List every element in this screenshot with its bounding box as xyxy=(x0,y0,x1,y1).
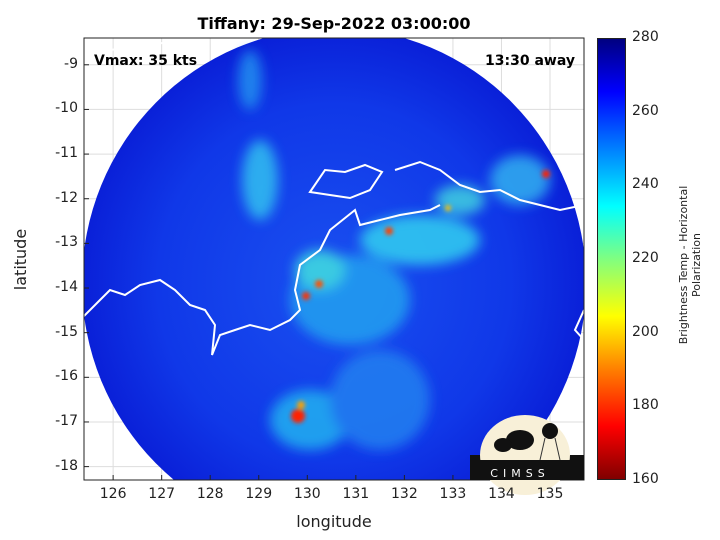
colorbar xyxy=(597,38,626,480)
y-tick-label: -14 xyxy=(55,279,78,296)
x-tick-label: 131 xyxy=(342,486,370,502)
axes-frame xyxy=(83,37,585,481)
y-tick-label: -16 xyxy=(55,368,78,385)
colorbar-tick-label: 160 xyxy=(632,471,659,487)
x-axis-label: longitude xyxy=(296,512,372,531)
x-tick-label: 129 xyxy=(245,486,273,502)
y-tick-label: -18 xyxy=(55,457,78,474)
x-tick-label: 135 xyxy=(536,486,564,502)
plot-title: Tiffany: 29-Sep-2022 03:00:00 xyxy=(197,14,471,33)
colorbar-label: Brightness Temp - Horizontal Polarizatio… xyxy=(677,185,703,345)
x-tick-label: 134 xyxy=(488,486,515,502)
colorbar-tick-label: 260 xyxy=(632,102,659,119)
colorbar-tick-label: 280 xyxy=(632,29,659,45)
colorbar-tick-label: 220 xyxy=(632,250,659,266)
colorbar-tick-label: 200 xyxy=(632,323,659,340)
vmax-label: Vmax: 35 kts xyxy=(94,53,198,69)
colorbar-tick-label: 240 xyxy=(632,176,659,193)
y-tick-label: -12 xyxy=(55,189,78,206)
y-tick-label: -15 xyxy=(55,323,78,340)
x-tick-label: 126 xyxy=(99,486,127,502)
x-tick-label: 127 xyxy=(148,486,176,502)
deep-convection xyxy=(291,170,550,423)
x-tick-label: 133 xyxy=(439,486,467,502)
y-tick-label: -17 xyxy=(55,412,78,429)
cimss-logo: CIMSS xyxy=(470,415,584,495)
y-tick-label: -13 xyxy=(55,234,78,251)
y-tick-label: -10 xyxy=(55,100,78,117)
distance-label: 13:30 away xyxy=(485,53,575,69)
y-tick-label: -9 xyxy=(64,55,78,72)
y-tick-label: -11 xyxy=(55,145,78,162)
coastline xyxy=(84,41,584,356)
svg-text:CIMSS: CIMSS xyxy=(490,467,549,480)
colorbar-tick-label: 180 xyxy=(632,397,659,414)
x-tick-label: 128 xyxy=(196,486,224,502)
x-tick-label: 130 xyxy=(293,486,321,502)
x-tick-label: 132 xyxy=(391,486,418,502)
cloud-features xyxy=(238,50,550,450)
y-axis-label: latitude xyxy=(11,228,31,291)
